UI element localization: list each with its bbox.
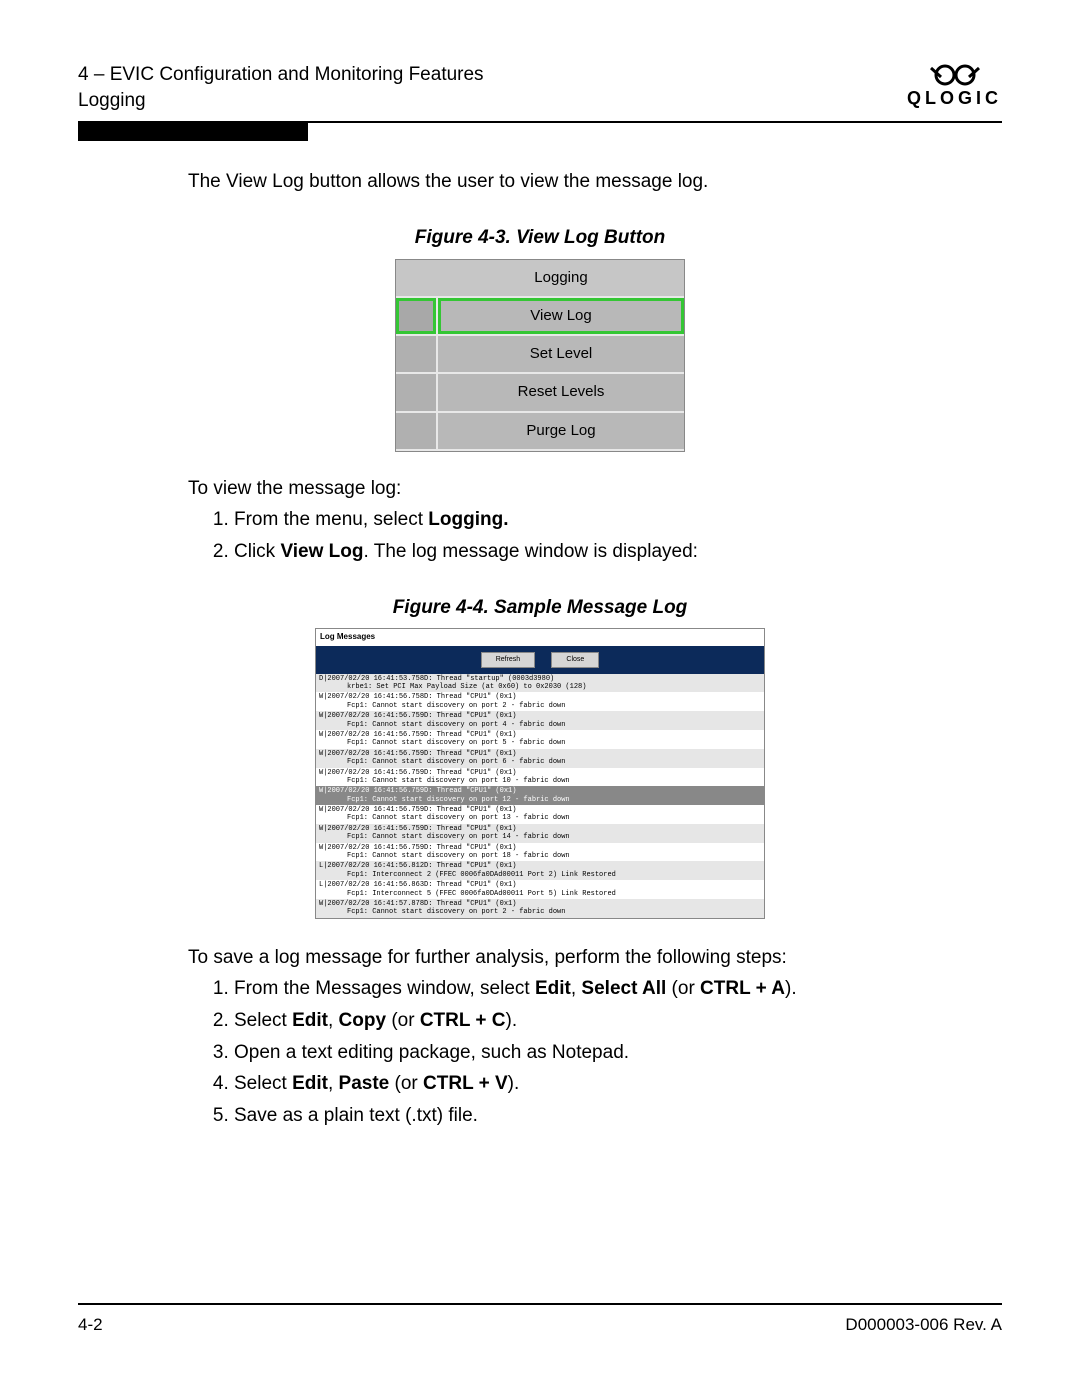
menu-item[interactable]: Set Level <box>396 336 684 374</box>
log-entry[interactable]: W|2007/02/20 16:41:56.759D: Thread "CPU1… <box>316 824 764 843</box>
log-line-2: Fcp1: Interconnect 5 (FFEC 0006fa0DAd000… <box>319 890 761 898</box>
save-step-5: Save as a plain text (.txt) file. <box>234 1103 892 1129</box>
menu-item[interactable]: Reset Levels <box>396 374 684 412</box>
save-steps-list: From the Messages window, select Edit, S… <box>188 976 892 1128</box>
log-line-2: Fcp1: Cannot start discovery on port 2 -… <box>319 908 761 916</box>
log-line-1: W|2007/02/20 16:41:56.758D: Thread "CPU1… <box>319 693 516 701</box>
log-toolbar: Refresh Close <box>316 646 764 673</box>
log-line-1: L|2007/02/20 16:41:56.863D: Thread "CPU1… <box>319 881 516 889</box>
menu-item-label: Purge Log <box>438 413 684 449</box>
save-step-4: Select Edit, Paste (or CTRL + V). <box>234 1071 892 1097</box>
section-title: Logging <box>78 88 484 114</box>
log-line-1: W|2007/02/20 16:41:56.759D: Thread "CPU1… <box>319 787 516 795</box>
menu-header-label: Logging <box>438 260 684 296</box>
brand-text: QLOGIC <box>907 88 1002 109</box>
header-tab <box>78 121 308 141</box>
log-entry[interactable]: L|2007/02/20 16:41:56.812D: Thread "CPU1… <box>316 861 764 880</box>
log-line-1: L|2007/02/20 16:41:56.812D: Thread "CPU1… <box>319 862 516 870</box>
chapter-title: 4 – EVIC Configuration and Monitoring Fe… <box>78 62 484 88</box>
log-entry[interactable]: W|2007/02/20 16:41:56.759D: Thread "CPU1… <box>316 730 764 749</box>
menu-item-label: Set Level <box>438 336 684 372</box>
page-number: 4-2 <box>78 1315 103 1335</box>
save-lead: To save a log message for further analys… <box>188 945 892 971</box>
log-entry[interactable]: D|2007/02/20 16:41:53.758D: Thread "star… <box>316 674 764 693</box>
refresh-button[interactable]: Refresh <box>481 652 536 667</box>
menu-item-gutter <box>396 413 438 449</box>
log-line-2: Fcp1: Cannot start discovery on port 2 -… <box>319 702 761 710</box>
log-entry[interactable]: L|2007/02/20 16:41:56.863D: Thread "CPU1… <box>316 880 764 899</box>
log-line-2: Fcp1: Cannot start discovery on port 13 … <box>319 814 761 822</box>
log-line-2: Fcp1: Cannot start discovery on port 6 -… <box>319 758 761 766</box>
log-entry[interactable]: W|2007/02/20 16:41:56.759D: Thread "CPU1… <box>316 805 764 824</box>
log-line-2: Fcp1: Cannot start discovery on port 12 … <box>319 796 761 804</box>
figure-4-4-caption: Figure 4-4. Sample Message Log <box>188 595 892 621</box>
log-line-2: Fcp1: Cannot start discovery on port 18 … <box>319 852 761 860</box>
log-line-1: W|2007/02/20 16:41:56.759D: Thread "CPU1… <box>319 844 516 852</box>
log-window-title: Log Messages <box>316 629 764 646</box>
doc-id: D000003-006 Rev. A <box>845 1315 1002 1335</box>
log-line-2: Fcp1: Cannot start discovery on port 10 … <box>319 777 761 785</box>
log-line-2: krbe1: Set PCI Max Payload Size (at 0x60… <box>319 683 761 691</box>
menu-item-label: View Log <box>438 298 684 334</box>
menu-item-gutter <box>396 336 438 372</box>
brand-logo: QLOGIC <box>907 62 1002 109</box>
log-line-2: Fcp1: Cannot start discovery on port 5 -… <box>319 739 761 747</box>
menu-header: Logging <box>396 260 684 298</box>
log-line-1: D|2007/02/20 16:41:53.758D: Thread "star… <box>319 675 554 683</box>
log-entry[interactable]: W|2007/02/20 16:41:56.758D: Thread "CPU1… <box>316 692 764 711</box>
log-entry[interactable]: W|2007/02/20 16:41:56.759D: Thread "CPU1… <box>316 843 764 862</box>
logging-menu-figure: Logging View LogSet LevelReset LevelsPur… <box>395 259 685 452</box>
save-step-2: Select Edit, Copy (or CTRL + C). <box>234 1008 892 1034</box>
log-line-1: W|2007/02/20 16:41:56.759D: Thread "CPU1… <box>319 712 516 720</box>
log-messages-figure: Log Messages Refresh Close D|2007/02/20 … <box>315 628 765 918</box>
figure-4-3-caption: Figure 4-3. View Log Button <box>188 225 892 251</box>
log-line-1: W|2007/02/20 16:41:57.878D: Thread "CPU1… <box>319 900 516 908</box>
menu-item-gutter <box>396 374 438 410</box>
log-line-1: W|2007/02/20 16:41:56.759D: Thread "CPU1… <box>319 750 516 758</box>
log-line-1: W|2007/02/20 16:41:56.759D: Thread "CPU1… <box>319 731 516 739</box>
view-step-1: From the menu, select Logging. <box>234 507 892 533</box>
log-entry[interactable]: W|2007/02/20 16:41:56.759D: Thread "CPU1… <box>316 711 764 730</box>
save-step-3: Open a text editing package, such as Not… <box>234 1040 892 1066</box>
view-step-2: Click View Log. The log message window i… <box>234 539 892 565</box>
close-button[interactable]: Close <box>551 652 599 667</box>
log-line-2: Fcp1: Interconnect 2 (FFEC 0006fa0DAd000… <box>319 871 761 879</box>
log-line-1: W|2007/02/20 16:41:56.759D: Thread "CPU1… <box>319 825 516 833</box>
log-entry[interactable]: W|2007/02/20 16:41:56.759D: Thread "CPU1… <box>316 786 764 805</box>
intro-text: The View Log button allows the user to v… <box>188 169 892 195</box>
log-entry[interactable]: W|2007/02/20 16:41:56.759D: Thread "CPU1… <box>316 768 764 787</box>
view-lead: To view the message log: <box>188 476 892 502</box>
log-line-2: Fcp1: Cannot start discovery on port 14 … <box>319 833 761 841</box>
log-line-1: W|2007/02/20 16:41:56.759D: Thread "CPU1… <box>319 769 516 777</box>
log-line-2: Fcp1: Cannot start discovery on port 4 -… <box>319 721 761 729</box>
qlogic-icon <box>907 62 1002 88</box>
view-steps-list: From the menu, select Logging. Click Vie… <box>188 507 892 564</box>
log-entry[interactable]: W|2007/02/20 16:41:56.759D: Thread "CPU1… <box>316 749 764 768</box>
menu-item-gutter <box>396 298 438 334</box>
save-step-1: From the Messages window, select Edit, S… <box>234 976 892 1002</box>
menu-item[interactable]: Purge Log <box>396 413 684 451</box>
menu-item-label: Reset Levels <box>438 374 684 410</box>
menu-item[interactable]: View Log <box>396 298 684 336</box>
log-entry[interactable]: W|2007/02/20 16:41:57.878D: Thread "CPU1… <box>316 899 764 918</box>
log-line-1: W|2007/02/20 16:41:56.759D: Thread "CPU1… <box>319 806 516 814</box>
